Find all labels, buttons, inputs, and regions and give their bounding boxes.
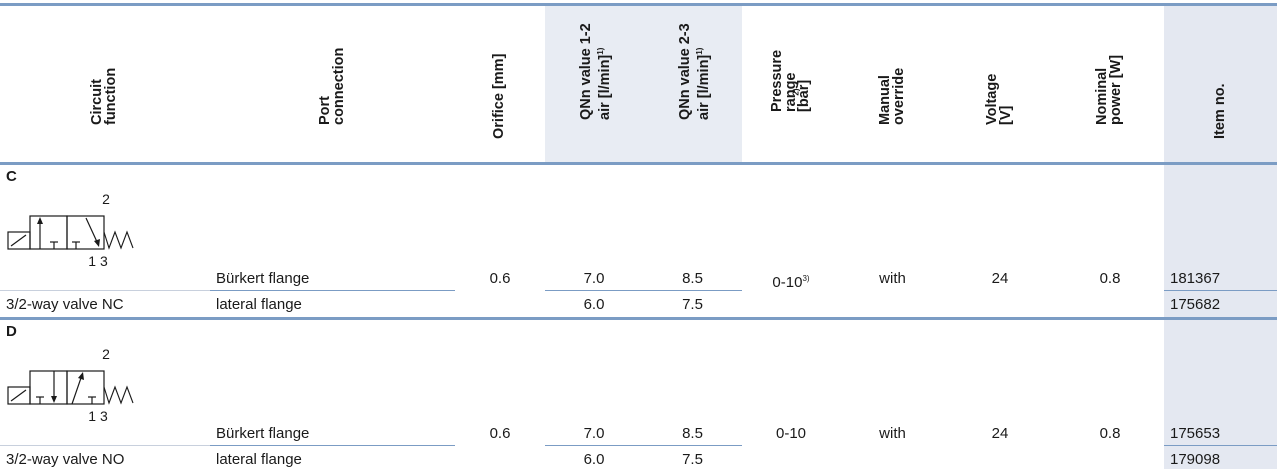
port-numbers-bottom: 1 3 [88,408,108,423]
header-nominal-power: Nominal power [W] [1094,54,1124,125]
row-rule [1164,445,1277,446]
row-rule [0,445,210,446]
qnn23-cell: 8.5 [682,270,703,287]
footnote-marker: 2) [791,88,801,96]
voltage-cell: 24 [991,270,1009,287]
group-letter: C [6,168,17,185]
qnn23-cell: 7.5 [682,296,703,313]
item-number: 179098 [1170,451,1221,468]
port-cell: lateral flange [216,451,302,468]
header-qnn-1-2: QNn value 1-2 air [l/min]1) [578,23,613,120]
top-rule [0,3,1277,6]
row-rule [210,290,455,291]
item-number: 175682 [1170,296,1221,313]
header-port-connection: Port connection [316,47,347,125]
row-rule [545,445,742,446]
row-rule [1164,290,1277,291]
item-number: 175653 [1170,425,1221,442]
header-orifice: Orifice [mm] [491,53,507,139]
valve-no-symbol-icon: 2 1 3 [7,346,134,423]
pressure-cell: 0-10 [775,425,807,442]
footnote-marker: 1) [595,47,605,55]
group-letter: D [6,323,17,340]
port-numbers-bottom: 1 3 [88,253,108,268]
qnn12-cell: 7.0 [583,425,605,442]
port-cell: lateral flange [216,296,302,313]
row-rule [0,290,210,291]
header-item-no: Item no. [1211,82,1228,139]
orifice-cell: 0.6 [489,425,511,442]
qnn23-cell: 8.5 [682,425,703,442]
manual-override-cell: with [879,425,906,442]
header-circuit-function: Circuit function [89,67,119,125]
row-rule [545,290,742,291]
row-rule [210,445,455,446]
qnn12-header-shading [545,6,643,162]
footnote-marker: 1) [694,47,703,55]
item-number: 181367 [1170,270,1221,287]
qnn12-cell: 6.0 [583,296,605,313]
circuit-description: 3/2-way valve NC [6,296,124,313]
header-pressure-range: Pressure range [bar] [769,49,812,112]
qnn23-header-shading [643,6,742,162]
header-qnn-2-3: QNn value 2-3 air [l/min]1) [676,23,712,120]
qnn12-cell: 7.0 [583,270,605,287]
port-number-top: 2 [102,346,110,362]
port-number-top: 2 [102,191,110,207]
power-cell: 0.8 [1099,425,1121,442]
qnn23-cell: 7.5 [682,451,703,468]
qnn12-cell: 6.0 [583,451,605,468]
header-manual-override: Manual override [876,67,907,125]
valve-nc-symbol-icon: 2 1 3 [7,191,134,268]
pressure-cell: 0-103) [772,274,810,291]
header-voltage: Voltage [V] [984,73,1014,125]
group-separator [0,317,1277,320]
item-column-shading [1164,6,1277,469]
port-cell: Bürkert flange [216,270,310,287]
circuit-description: 3/2-way valve NO [6,451,125,468]
header-separator [0,162,1277,165]
orifice-cell: 0.6 [489,270,511,287]
port-cell: Bürkert flange [216,425,310,442]
power-cell: 0.8 [1099,270,1121,287]
footnote-marker: 3) [802,274,810,283]
voltage-cell: 24 [991,425,1009,442]
manual-override-cell: with [879,270,906,287]
